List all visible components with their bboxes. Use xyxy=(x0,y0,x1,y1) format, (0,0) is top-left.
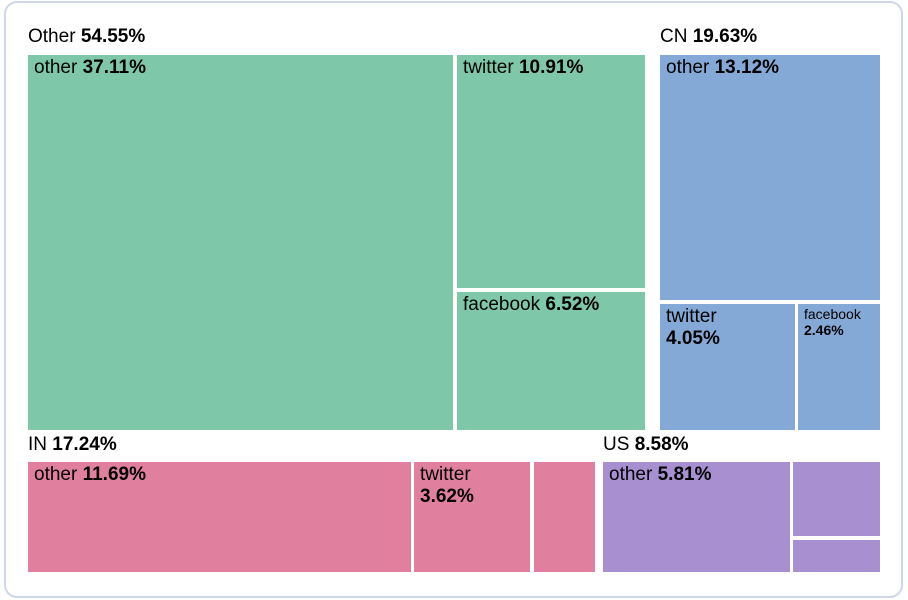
group-label-other: Other 54.55% xyxy=(28,26,146,47)
treemap-cell-cn-other[interactable]: other 13.12% xyxy=(660,55,880,300)
treemap-cell-cn-facebook[interactable]: facebook 2.46% xyxy=(798,304,880,430)
treemap-cell-in-unlabeled-3[interactable] xyxy=(534,462,595,572)
group-label-cn: CN 19.63% xyxy=(660,26,758,47)
treemap-cell-in-twitter[interactable]: twitter 3.62% xyxy=(414,462,530,572)
treemap-cell-cn-twitter[interactable]: twitter 4.05% xyxy=(660,304,795,430)
treemap-cell-us-other[interactable]: other 5.81% xyxy=(603,462,790,572)
treemap-cell-other-facebook[interactable]: facebook 6.52% xyxy=(457,292,645,430)
group-label-in: IN 17.24% xyxy=(28,434,117,455)
treemap-cell-other-twitter[interactable]: twitter 10.91% xyxy=(457,55,645,288)
treemap-cell-us-unlabeled-3[interactable] xyxy=(793,540,880,572)
treemap-cell-other-other[interactable]: other 37.11% xyxy=(28,55,453,430)
treemap-cell-us-unlabeled-2[interactable] xyxy=(793,462,880,536)
treemap-cell-in-other[interactable]: other 11.69% xyxy=(28,462,411,572)
group-label-us: US 8.58% xyxy=(603,434,689,455)
